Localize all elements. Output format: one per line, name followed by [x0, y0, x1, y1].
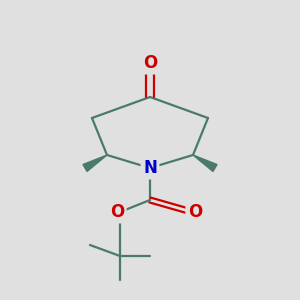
Polygon shape [193, 155, 217, 171]
Text: O: O [143, 54, 157, 72]
Polygon shape [83, 155, 107, 171]
Text: O: O [110, 203, 124, 221]
Text: O: O [188, 203, 202, 221]
Text: N: N [143, 159, 157, 177]
